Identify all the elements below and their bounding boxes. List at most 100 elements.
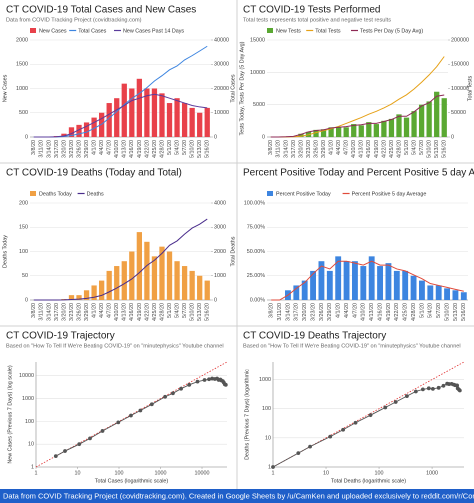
- legend-label: Percent Positive 5 day Average: [352, 191, 427, 197]
- bar: [435, 285, 442, 300]
- bar: [418, 104, 425, 137]
- x-tick-label: 1: [272, 470, 275, 476]
- bar: [351, 124, 357, 137]
- x-tick-label: 5/4/20: [174, 303, 180, 318]
- y2-tick-label: 20000: [214, 86, 229, 92]
- x-tick-label: 4/25/20: [403, 303, 409, 321]
- line-series: [33, 93, 208, 138]
- point: [441, 383, 446, 388]
- bar: [91, 285, 97, 300]
- y-tick-label: 100: [262, 406, 271, 412]
- x-tick-label: 4/28/20: [396, 140, 402, 158]
- x-tick-label: 3/11/20: [39, 303, 45, 321]
- x-tick-label: 1000: [155, 470, 167, 476]
- y2-axis-title: Total Deaths: [230, 236, 236, 266]
- x-tick-label: 3/17/20: [54, 303, 60, 321]
- x-tick-label: 3/23/20: [69, 140, 75, 158]
- footer-text: Data from COVID Tracking Project (covidt…: [3, 491, 474, 500]
- y-tick-label: 0: [25, 297, 28, 303]
- chart-title: CT COVID-19 Deaths Trajectory: [243, 331, 386, 342]
- x-tick-label: 3/11/20: [276, 140, 282, 158]
- point: [88, 436, 92, 441]
- point: [53, 454, 58, 459]
- bar: [166, 103, 173, 137]
- bar: [410, 275, 417, 300]
- bar: [434, 91, 440, 137]
- x-tick-label: 3/23/20: [306, 140, 312, 158]
- point: [207, 377, 211, 382]
- x-tick-label: 3/8/20: [31, 303, 37, 318]
- x-tick-label: 5/7/20: [419, 140, 425, 155]
- point: [171, 391, 175, 396]
- y-tick-label: 15000: [250, 37, 265, 43]
- y-tick-label: 25.00%: [247, 273, 265, 279]
- x-tick-label: 4/7/20: [344, 140, 350, 155]
- x-tick-label: 100: [375, 470, 384, 476]
- y-tick-label: 1000: [22, 396, 34, 402]
- bar: [197, 275, 203, 300]
- x-tick-label: 3/20/20: [302, 303, 308, 321]
- y2-axis-title: Total Tests: [467, 76, 473, 102]
- y-tick-label: 100.00%: [244, 200, 265, 206]
- x-tick-label: 5/13/20: [197, 303, 203, 321]
- bar: [204, 107, 210, 137]
- y-axis-title: Deaths Today: [2, 235, 8, 268]
- point: [328, 434, 333, 439]
- x-tick-label: 4/28/20: [411, 303, 417, 321]
- bar: [166, 251, 173, 300]
- bar: [136, 78, 142, 137]
- bar: [151, 88, 158, 137]
- x-tick-label: 5/13/20: [197, 140, 203, 158]
- point: [341, 427, 346, 432]
- point: [187, 382, 192, 387]
- bar: [396, 114, 402, 137]
- bar: [368, 256, 375, 300]
- x-tick-label: 4/16/20: [366, 140, 372, 158]
- bar: [197, 112, 203, 137]
- bar: [204, 280, 210, 300]
- x-tick-label: 4/7/20: [107, 303, 113, 318]
- chart-title: Percent Positive Today and Percent Posit…: [243, 168, 474, 179]
- point: [393, 400, 398, 404]
- bar: [83, 122, 90, 137]
- bar: [352, 261, 358, 300]
- y-axis-title: New Cases: [2, 74, 8, 102]
- chart-subtitle: Based on "How To Tell If We're Beating C…: [6, 343, 224, 349]
- point: [368, 413, 373, 418]
- x-tick-label: 5/10/20: [190, 303, 196, 321]
- x-axis-title: Total Deaths (logarithmic scale): [331, 478, 406, 484]
- x-tick-label: 4/13/20: [359, 140, 365, 158]
- y-tick-label: 50: [22, 273, 28, 279]
- x-tick-label: 4/4/20: [344, 303, 350, 318]
- line-series: [270, 56, 445, 138]
- y-axis-title: New Cases (Previous 7 Days) (log scale): [7, 365, 13, 463]
- x-tick-label: 10: [323, 470, 329, 476]
- x-tick-label: 4/19/20: [137, 303, 143, 321]
- y2-tick-label: 40000: [214, 37, 229, 43]
- x-tick-label: 5/1/20: [167, 303, 173, 318]
- x-tick-label: 1: [35, 470, 38, 476]
- y-tick-label: 100: [25, 419, 34, 425]
- y2-tick-label: 0: [214, 297, 217, 303]
- point: [426, 386, 431, 391]
- point: [163, 394, 168, 399]
- point: [138, 408, 143, 413]
- x-tick-label: 5/16/20: [442, 140, 448, 158]
- x-tick-label: 3/14/20: [285, 303, 291, 321]
- legend-label: Deaths Today: [39, 191, 72, 197]
- point: [455, 383, 460, 388]
- bar: [91, 117, 97, 137]
- bar: [129, 251, 135, 300]
- chart-title: CT COVID-19 Total Cases and New Cases: [6, 5, 196, 16]
- bar: [328, 127, 334, 137]
- x-tick-label: 3/29/20: [327, 303, 333, 321]
- x-tick-label: 5/16/20: [205, 303, 211, 321]
- point: [195, 379, 200, 384]
- y2-tick-label: 30000: [214, 62, 229, 68]
- x-tick-label: 5/16/20: [205, 140, 211, 158]
- y2-tick-label: 150000: [451, 62, 469, 68]
- x-tick-label: 4/22/20: [144, 303, 150, 321]
- bar: [298, 133, 304, 137]
- x-tick-label: 3/8/20: [268, 140, 274, 155]
- bar: [411, 111, 417, 137]
